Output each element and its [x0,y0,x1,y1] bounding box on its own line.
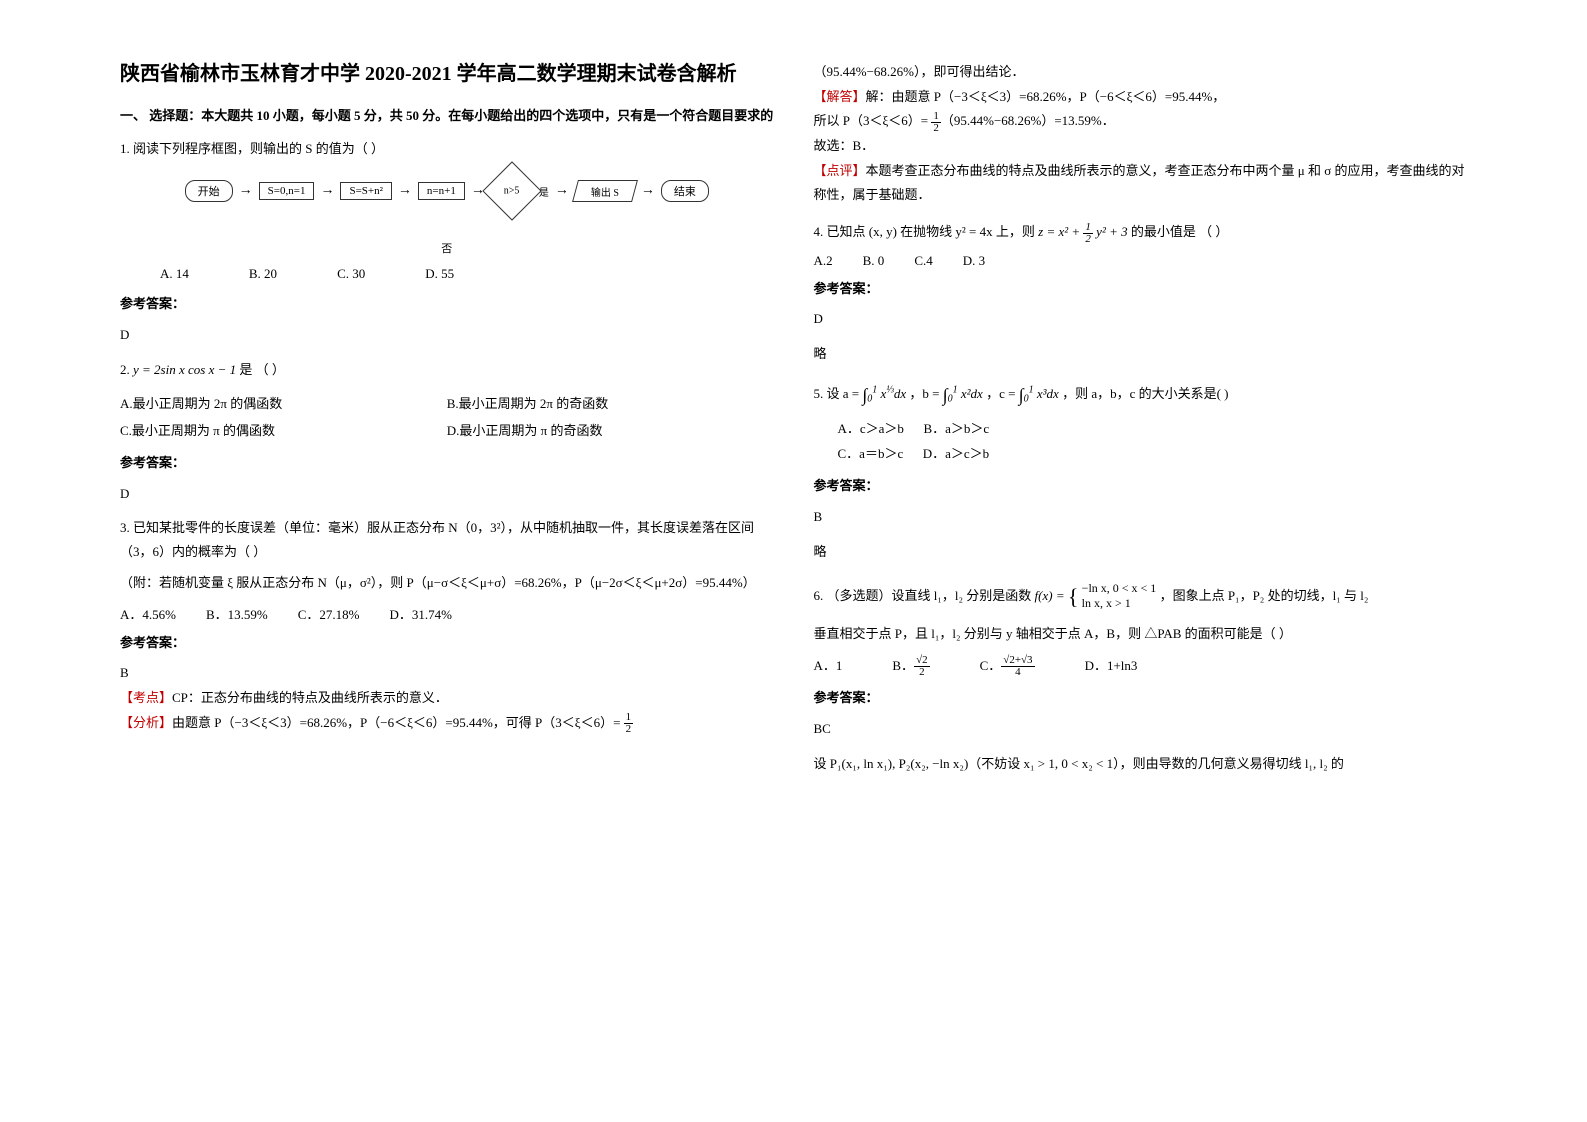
q3-jieda-b: 所以 P（3＜ξ＜6）= 12（95.44%−68.26%）=13.59%． [814,109,1468,134]
arrow-icon: → [555,183,569,199]
q2-answer: D [120,482,774,507]
q4-opt-b: B. 0 [863,253,885,269]
flow-start: 开始 [185,180,233,202]
q3-stem: 3. 已知某批零件的长度误差（单位：毫米）服从正态分布 N（0，3²），从中随机… [120,516,774,563]
q3-options: A．4.56% B．13.59% C．27.18% D．31.74% [120,604,774,623]
q1-answer-label: 参考答案： [120,292,774,317]
q6-opt-c: C．√2+√34 [980,655,1035,679]
flow-cond: n>5 [482,161,541,220]
q3-jieda-c: 故选：B． [814,134,1468,159]
q2-stem: 2. y = 2sin x cos x − 1 是 （ ） [120,358,774,381]
q1-flowchart: 开始 → S=0,n=1 → S=S+n² → n=n+1 → n>5 是 → … [120,170,774,256]
q1-stem: 1. 阅读下列程序框图，则输出的 S 的值为（ ） [120,137,774,160]
section1-title: 一、 选择题：本大题共 10 小题，每小题 5 分，共 50 分。在每小题给出的… [120,106,774,127]
q3-opt-a: A．4.56% [120,604,176,623]
q1-answer: D [120,323,774,348]
arrow-icon: → [641,183,655,199]
q1-options: A. 14 B. 20 C. 30 D. 55 [160,266,774,282]
q3-answer: B [120,661,774,686]
q2-options: A.最小正周期为 2π 的偶函数 B.最小正周期为 2π 的奇函数 C.最小正周… [120,389,774,443]
q1-opt-a: A. 14 [160,266,189,282]
q2-opt-a: A.最小正周期为 2π 的偶函数 [120,393,447,412]
q6-options: A．1 B．√22 C．√2+√34 D．1+ln3 [814,655,1468,679]
q4-opt-d: D. 3 [963,253,985,269]
q6-stem-c: 垂直相交于点 P，且 l₁，l₂ 分别与 y 轴相交于点 A，B，则 △PAB … [814,622,1468,647]
q3-opt-c: C．27.18% [298,604,360,623]
flow-output: 输出 S [572,180,638,202]
q2-answer-label: 参考答案： [120,451,774,476]
q5-opt-b: B．a＞b＞c [923,421,989,436]
flow-end: 结束 [661,180,709,202]
page-title: 陕西省榆林市玉林育才中学 2020-2021 学年高二数学理期末试卷含解析 [120,60,774,88]
q5-opt-c: C．a＝b＞c [838,446,904,461]
q3-opt-b: B．13.59% [206,604,268,623]
arrow-icon: → [320,183,334,199]
q3-opt-d: D．31.74% [390,604,452,623]
q1-opt-d: D. 55 [425,266,454,282]
q4-options: A.2 B. 0 C.4 D. 3 [814,253,1468,269]
flow-no-label: 否 [441,240,452,256]
q6-opt-d: D．1+ln3 [1085,655,1138,679]
q1-opt-c: C. 30 [337,266,365,282]
q4-stem: 4. 已知点 (x, y) 在抛物线 y² = 4x 上，则 z = x² + … [814,220,1468,245]
q3-note: （附：若随机变量 ξ 服从正态分布 N（μ，σ²），则 P（μ−σ＜ξ＜μ+σ）… [120,571,774,596]
q6-opt-b: B．√22 [892,655,929,679]
flow-s-update: S=S+n² [340,182,391,200]
q2-opt-d: D.最小正周期为 π 的奇函数 [447,420,774,439]
q4-answer-label: 参考答案： [814,277,1468,302]
q3-dianping: 【点评】本题考查正态分布曲线的特点及曲线所表示的意义，考查正态分布中两个量 μ … [814,159,1468,208]
q5-note: 略 [814,540,1468,565]
arrow-icon: → [239,183,253,199]
q3-fenxi: 【分析】由题意 P（−3＜ξ＜3）=68.26%，P（−6＜ξ＜6）=95.44… [120,711,774,736]
q6-stem-a: 6. （多选题）设直线 l₁，l₂ 分别是函数 f(x) = { −ln x, … [814,577,1468,617]
q3-jieda-a: 【解答】解：由题意 P（−3＜ξ＜3）=68.26%，P（−6＜ξ＜6）=95.… [814,85,1468,110]
q4-opt-a: A.2 [814,253,833,269]
q4-answer: D [814,307,1468,332]
q5-options: A．c＞a＞b B．a＞b＞c C．a＝b＞c D．a＞c＞b [838,417,1468,466]
q5-opt-d: D．a＞c＞b [923,446,989,461]
q5-answer-label: 参考答案： [814,474,1468,499]
flow-n-update: n=n+1 [418,182,465,200]
q3-kaodian: 【考点】CP：正态分布曲线的特点及曲线所表示的意义． [120,686,774,711]
q6-opt-a: A．1 [814,655,843,679]
q4-note: 略 [814,342,1468,367]
q1-opt-b: B. 20 [249,266,277,282]
q3-fenxi-cont: （95.44%−68.26%），即可得出结论． [814,60,1468,85]
q6-answer: BC [814,717,1468,742]
q6-answer-label: 参考答案： [814,686,1468,711]
q2-opt-b: B.最小正周期为 2π 的奇函数 [447,393,774,412]
flow-init: S=0,n=1 [259,182,315,200]
q5-opt-a: A．c＞a＞b [838,421,904,436]
q3-answer-label: 参考答案： [120,631,774,656]
q4-opt-c: C.4 [914,253,932,269]
q6-sol-a: 设 P₁(x₁, ln x₁), P₂(x₂, −ln x₂)（不妨设 x₁ >… [814,752,1468,777]
q2-opt-c: C.最小正周期为 π 的偶函数 [120,420,447,439]
q5-answer: B [814,505,1468,530]
q5-stem: 5. 设 a = ∫01 x⅓dx ，b = ∫01 x²dx ，c = ∫01… [814,379,1468,411]
arrow-icon: → [398,183,412,199]
